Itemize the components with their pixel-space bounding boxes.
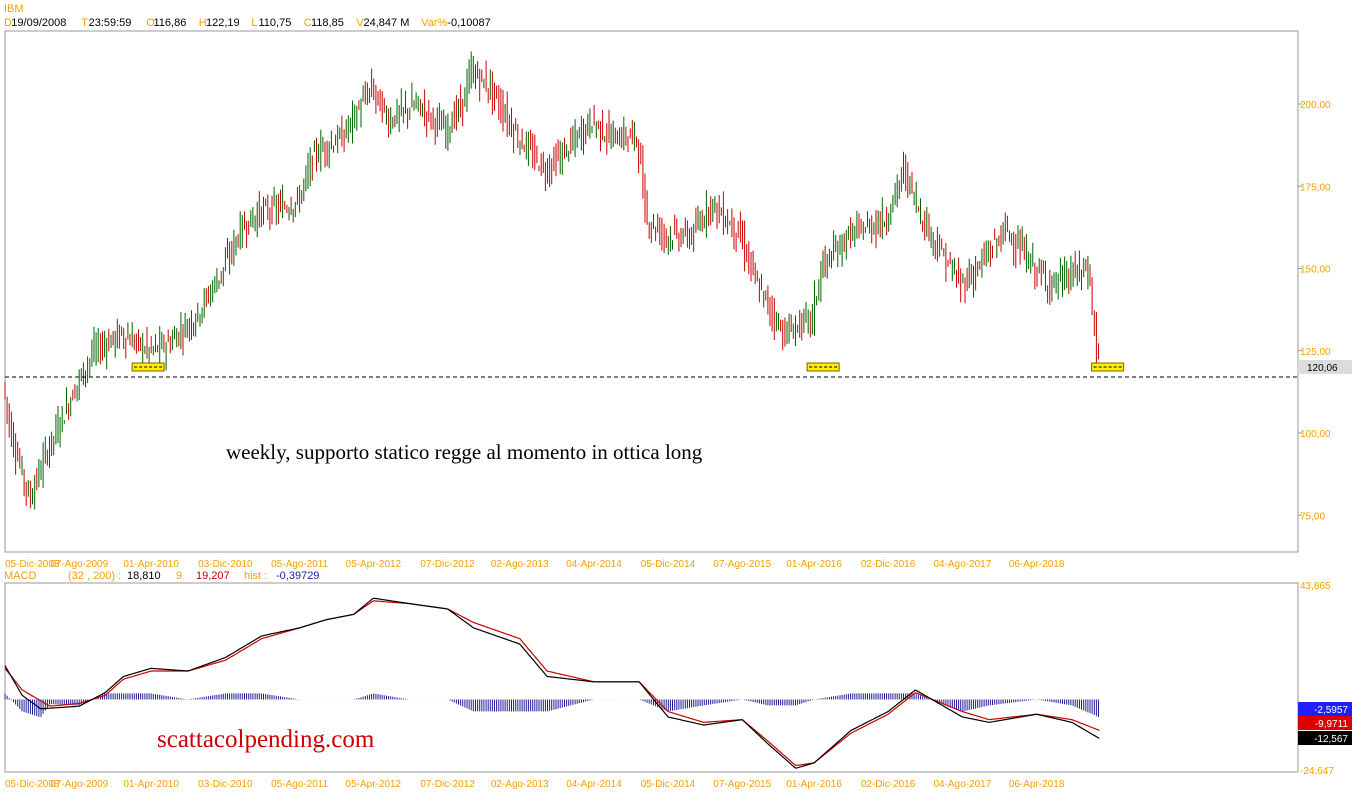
macd-x-label-6: 07-Dic-2012 bbox=[420, 779, 475, 790]
macd-line bbox=[4, 597, 1100, 769]
macd-x-label-11: 01-Apr-2016 bbox=[786, 779, 842, 790]
price-x-label-12: 02-Dic-2016 bbox=[861, 559, 916, 570]
macd-y-label-0: 43,865 bbox=[1300, 581, 1331, 592]
header-key-7: Var% bbox=[421, 17, 447, 29]
last-value-label: 120,06 bbox=[1307, 363, 1338, 374]
macd-x-label-9: 05-Dic-2014 bbox=[641, 779, 696, 790]
header-key-3: H bbox=[199, 17, 207, 29]
price-x-label-2: 01-Apr-2010 bbox=[123, 559, 179, 570]
macd-y-axis: 43,865 -24,647 bbox=[1300, 581, 1334, 777]
macd-header-item-6: -0,39729 bbox=[276, 570, 319, 582]
header-value-0: 19/09/2008 bbox=[11, 17, 66, 29]
macd-x-label-1: 07-Ago-2009 bbox=[50, 779, 108, 790]
macd-header-item-4: 19,207 bbox=[196, 570, 230, 582]
header-key-4: L bbox=[251, 17, 257, 29]
price-x-label-11: 01-Apr-2016 bbox=[786, 559, 842, 570]
macd-header: MACD (32 , 200) : 18,810 9 19,207 hist : -0,39… bbox=[4, 570, 319, 582]
price-x-label-0: 05-Dic-2008 bbox=[5, 559, 60, 570]
macd-x-label-3: 03-Dic-2010 bbox=[198, 779, 253, 790]
macd-x-label-7: 02-Ago-2013 bbox=[491, 779, 549, 790]
watermark: scattacolpending.com bbox=[157, 726, 375, 753]
macd-x-label-5: 05-Apr-2012 bbox=[346, 779, 402, 790]
header-value-4: 110,75 bbox=[259, 17, 292, 29]
macd-x-label-13: 04-Ago-2017 bbox=[933, 779, 991, 790]
support-mark-1 bbox=[806, 362, 840, 372]
macd-last-label-0: -2,5957 bbox=[1314, 705, 1348, 716]
price-x-label-3: 03-Dic-2010 bbox=[198, 559, 253, 570]
header-key-0: D bbox=[4, 17, 12, 29]
macd-header-item-1: (32 , 200) : bbox=[68, 570, 121, 582]
price-x-label-8: 04-Apr-2014 bbox=[566, 559, 622, 570]
macd-panel-frame bbox=[4, 582, 1299, 773]
macd-header-item-3: 9 bbox=[176, 570, 182, 582]
support-mark-2 bbox=[1091, 362, 1125, 372]
macd-x-label-8: 04-Apr-2014 bbox=[566, 779, 622, 790]
macd-x-label-0: 05-Dic-2008 bbox=[5, 779, 60, 790]
price-x-label-9: 05-Dic-2014 bbox=[641, 559, 696, 570]
price-x-label-13: 04-Ago-2017 bbox=[933, 559, 991, 570]
header-key-5: C bbox=[304, 17, 312, 29]
header-key-2: O bbox=[146, 17, 155, 29]
macd-last-box-1 bbox=[1298, 716, 1352, 730]
price-x-label-5: 05-Apr-2012 bbox=[346, 559, 402, 570]
macd-last-values: -2,5957 -9,9711 -12,567 bbox=[1298, 702, 1352, 745]
macd-x-label-4: 05-Ago-2011 bbox=[271, 779, 329, 790]
price-x-label-7: 02-Ago-2013 bbox=[491, 559, 549, 570]
price-x-label-1: 07-Ago-2009 bbox=[50, 559, 108, 570]
macd-x-label-14: 06-Apr-2018 bbox=[1009, 779, 1065, 790]
price-panel-frame bbox=[4, 30, 1299, 553]
macd-last-label-1: -9,9711 bbox=[1315, 719, 1349, 730]
price-x-label-4: 05-Ago-2011 bbox=[271, 559, 329, 570]
macd-last-box-0 bbox=[1298, 702, 1352, 716]
header-key-1: T bbox=[81, 17, 88, 29]
header-value-1: 23:59:59 bbox=[89, 17, 132, 29]
last-value-box bbox=[1298, 360, 1352, 374]
header-key-6: V bbox=[356, 17, 364, 29]
price-x-label-6: 07-Dic-2012 bbox=[420, 559, 475, 570]
price-candles bbox=[4, 51, 1099, 510]
price-x-label-10: 07-Ago-2015 bbox=[713, 559, 771, 570]
macd-histogram bbox=[4, 693, 1099, 717]
price-y-label-3: 150,00 bbox=[1300, 265, 1331, 276]
price-y-label-2: 125,00 bbox=[1300, 347, 1331, 358]
header-value-2: 116,86 bbox=[154, 17, 187, 29]
price-y-label-5: 200,00 bbox=[1300, 100, 1331, 111]
macd-header-item-5: hist : bbox=[244, 570, 267, 582]
macd-last-label-2: -12,567 bbox=[1314, 734, 1348, 745]
macd-x-label-2: 01-Apr-2010 bbox=[123, 779, 179, 790]
symbol-label: IBM bbox=[4, 3, 24, 15]
price-y-label-0: 75,00 bbox=[1300, 511, 1325, 522]
support-marks bbox=[131, 362, 1125, 372]
macd-x-label-10: 07-Ago-2015 bbox=[713, 779, 771, 790]
macd-header-item-0: MACD bbox=[4, 570, 36, 582]
header-value-6: 24,847 M bbox=[364, 17, 410, 29]
header-value-5: 118,85 bbox=[311, 17, 344, 29]
macd-x-label-12: 02-Dic-2016 bbox=[861, 779, 916, 790]
price-y-label-1: 100,00 bbox=[1300, 429, 1331, 440]
price-x-label-14: 06-Apr-2018 bbox=[1009, 559, 1065, 570]
header-value-7: -0,10087 bbox=[447, 17, 490, 29]
macd-y-label-1: -24,647 bbox=[1300, 766, 1334, 777]
support-mark-0 bbox=[131, 362, 165, 372]
price-y-label-4: 175,00 bbox=[1300, 182, 1331, 193]
price-annotation: weekly, supporto statico regge al moment… bbox=[226, 440, 703, 464]
macd-last-box-2 bbox=[1298, 731, 1352, 745]
macd-header-item-2: 18,810 bbox=[127, 570, 161, 582]
price-y-axis: 75,00 100,00 125,00 150,00 175,00 200,00 bbox=[1298, 100, 1331, 522]
header-value-3: 122,19 bbox=[206, 17, 240, 29]
